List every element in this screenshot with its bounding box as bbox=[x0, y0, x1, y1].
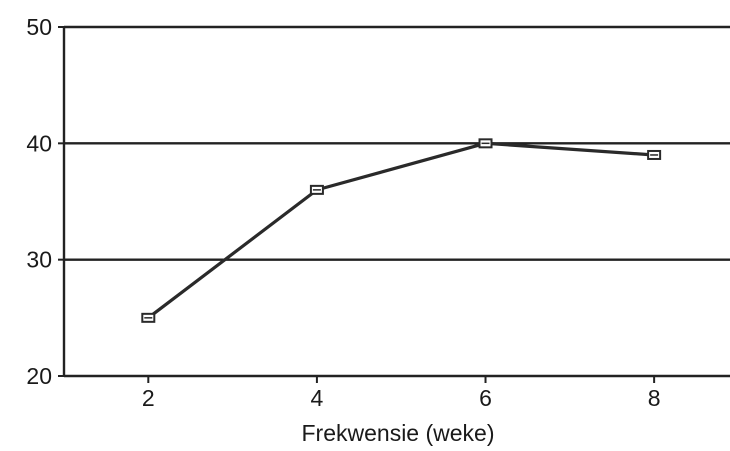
y-tick-label: 40 bbox=[26, 130, 52, 156]
axis-labels: Frekwensie (weke) 20 30 40 50 2 4 6 8 bbox=[26, 14, 660, 446]
series-line bbox=[147, 141, 655, 320]
grid-lines bbox=[64, 25, 730, 261]
x-tick-label: 8 bbox=[648, 385, 661, 411]
y-tick-label: 50 bbox=[26, 14, 52, 40]
x-tick-label: 4 bbox=[311, 385, 324, 411]
axes bbox=[58, 26, 730, 383]
x-tick-label: 2 bbox=[142, 385, 155, 411]
data-series bbox=[141, 138, 662, 323]
y-tick-label: 20 bbox=[26, 363, 52, 389]
y-tick-label: 30 bbox=[26, 247, 52, 273]
x-tick-label: 6 bbox=[479, 385, 492, 411]
x-axis-title: Frekwensie (weke) bbox=[302, 420, 495, 446]
